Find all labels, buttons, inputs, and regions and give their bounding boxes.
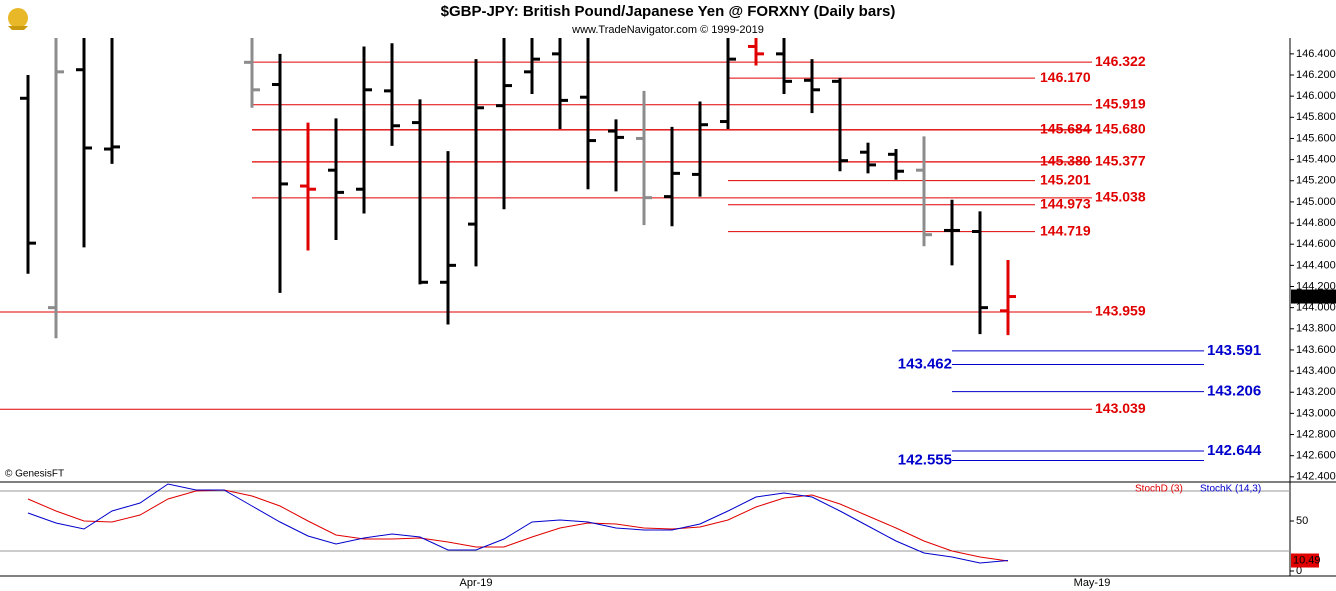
y-tick-label: 145.000 <box>1296 196 1336 208</box>
level-label: 144.973 <box>1040 195 1091 211</box>
y-tick-label: 146.200 <box>1296 69 1336 81</box>
x-tick-label: May-19 <box>1074 577 1111 589</box>
level-label: 146.170 <box>1040 69 1091 85</box>
stoch-lines <box>27 483 1009 564</box>
y-tick-label: 142.400 <box>1296 471 1336 483</box>
y-tick-label: 146.000 <box>1296 90 1336 102</box>
y-tick-label: 143.000 <box>1296 407 1336 419</box>
legend-label: StochK (14,3) <box>1200 484 1261 495</box>
y-tick-label: 144.800 <box>1296 217 1336 229</box>
chart-title: $GBP-JPY: British Pound/Japanese Yen @ F… <box>441 3 896 20</box>
level-label: 142.555 <box>898 451 952 468</box>
last-stoch-label: 10.49 <box>1293 554 1321 566</box>
y-tick-label: 145.200 <box>1296 175 1336 187</box>
subtitle: www.TradeNavigator.com © 1999-2019 <box>571 24 764 36</box>
level-label: 145.684 <box>1040 120 1091 136</box>
x-tick-label: Apr-19 <box>459 577 492 589</box>
level-label: 145.380 <box>1040 152 1091 168</box>
level-label: 145.201 <box>1040 171 1091 187</box>
last-price-box <box>1291 289 1336 304</box>
level-label: 143.206 <box>1207 383 1261 400</box>
y-tick-label: 145.800 <box>1296 111 1336 123</box>
y-tick-label: 143.600 <box>1296 344 1336 356</box>
level-label: 145.377 <box>1095 153 1146 169</box>
logo <box>8 8 28 30</box>
y-tick-label: 146.400 <box>1296 48 1336 60</box>
level-label: 144.719 <box>1040 222 1091 238</box>
y-tick-label: 50 <box>1296 515 1308 527</box>
stoch-line <box>27 483 1009 564</box>
y-tick-label: 142.800 <box>1296 428 1336 440</box>
y-tick-label: 144.400 <box>1296 259 1336 271</box>
level-label: 143.462 <box>898 355 952 372</box>
y-tick-label: 145.400 <box>1296 154 1336 166</box>
level-label: 142.644 <box>1207 442 1262 459</box>
level-label: 143.959 <box>1095 303 1146 319</box>
y-tick-label: 143.400 <box>1296 365 1336 377</box>
level-label: 146.322 <box>1095 53 1146 69</box>
legend-label: StochD (3) <box>1135 484 1183 495</box>
y-tick-label: 145.600 <box>1296 132 1336 144</box>
level-label: 145.680 <box>1095 121 1146 137</box>
level-label: 143.591 <box>1207 342 1261 359</box>
y-tick-label: 144.000 <box>1296 302 1336 314</box>
y-tick-label: 142.600 <box>1296 450 1336 462</box>
price-bars <box>20 38 1016 339</box>
stoch-line <box>27 489 1009 562</box>
y-tick-label: 144.200 <box>1296 280 1336 292</box>
last-price-label: 144.105 <box>1293 290 1333 302</box>
level-label: 145.919 <box>1095 95 1146 111</box>
y-tick-label: 143.800 <box>1296 323 1336 335</box>
level-label: 145.038 <box>1095 189 1146 205</box>
y-tick-label: 0 <box>1296 565 1302 577</box>
level-label: 143.039 <box>1095 400 1146 416</box>
last-stoch-box <box>1291 553 1319 568</box>
credit: © GenesisFT <box>5 469 64 480</box>
y-tick-label: 144.600 <box>1296 238 1336 250</box>
y-tick-label: 143.200 <box>1296 386 1336 398</box>
